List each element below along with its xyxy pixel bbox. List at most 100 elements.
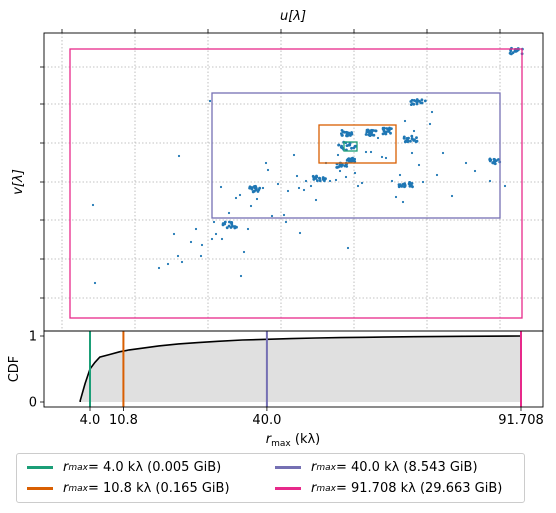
scatter-point [180,260,184,264]
scatter-point [387,129,391,132]
scatter-point [177,154,181,158]
scatter-point [298,231,302,235]
scatter-point [492,157,496,161]
legend-text: = 10.8 kλ (0.165 GiB) [87,481,230,496]
scatter-point [510,52,513,56]
scatter-point [239,274,243,278]
scatter-point [409,139,412,143]
scatter-point [353,160,357,164]
scatter-point [219,185,223,189]
scatter-point [347,133,350,137]
scatter-point [302,188,306,192]
legend-swatch [27,487,53,490]
legend-swatch [275,487,301,490]
scatter-point [397,185,401,189]
scatter-point [157,266,161,270]
scatter-point [194,227,198,231]
scatter-point [341,130,345,134]
rmax-box [69,48,523,319]
scatter-point [337,143,340,147]
scatter-point [430,110,434,114]
scatter-point [91,203,95,207]
scatter-point [338,169,342,173]
scatter-point [328,179,332,183]
legend-sub: max [68,483,88,494]
legend-sub: max [68,462,88,473]
x-tick-label: 40.0 [252,413,281,428]
legend-var: r [63,481,69,496]
scatter-point [189,240,193,244]
scatter-point [384,132,388,136]
scatter-point [231,224,234,228]
scatter-point [402,135,406,139]
scatter-point [509,49,513,53]
scatter-point [227,224,231,228]
scatter-point [338,163,342,166]
scatter-point [464,161,468,165]
uv-scatter-panel: u[λ] v[λ] [11,9,544,332]
scatter-point [503,184,507,188]
scatter-point [255,197,259,201]
legend-var: r [311,481,317,496]
scatter-point [334,178,338,182]
scatter-point [266,168,270,172]
scatter-point [347,143,351,147]
scatter-point [264,161,268,165]
scatter-point [368,134,372,138]
axes-frame [43,330,544,408]
scatter-point [341,163,344,167]
scatter-point [410,151,414,155]
legend-item-91-708: r max = 91.708 kλ (29.663 GiB) [275,481,502,496]
scatter-point [242,250,246,254]
scatter-point [348,157,352,161]
scatter-point [295,174,299,178]
legend-text: = 40.0 kλ (8.543 GiB) [335,460,478,475]
legend-var: r [63,460,69,475]
rmax-box [318,124,397,164]
scatter-point [172,232,176,236]
legend-item-4: r max = 4.0 kλ (0.005 GiB) [27,460,221,475]
scatter-point [353,144,357,148]
scatter-point [473,169,477,173]
scatter-point [366,128,370,132]
scatter-point [369,150,373,154]
scatter-point [412,102,416,106]
scatter-point [292,153,296,157]
scatter-point [344,175,348,179]
scatter-point [318,176,321,180]
scatter-point [412,138,416,142]
scatter-point [284,220,288,224]
scatter-point [210,237,214,241]
scatter-point [417,163,421,167]
cdf-panel: 0 1 4.0 10.8 40.0 91.708 CDF rmax (kλ) [7,330,544,450]
scatter-point [234,196,238,200]
scatter-point [381,126,385,130]
scatter-point [223,222,227,226]
scatter-point [93,281,97,285]
scatter-point [401,182,405,186]
scatter-point [286,189,290,193]
scatter-point [488,159,492,163]
scatter-point [220,237,224,241]
legend-swatch [275,466,301,469]
scatter-point [350,131,353,134]
scatter-point [312,177,316,181]
legend-item-10-8: r max = 10.8 kλ (0.165 GiB) [27,481,230,496]
scatter-point [254,188,258,192]
scatter-point [200,243,204,247]
scatter-point [401,200,405,204]
scatter-point [415,102,419,106]
scatter-point [315,175,319,179]
scatter-point [341,134,344,137]
scatter-point [251,190,255,194]
scatter-point [314,198,318,202]
legend-item-40: r max = 40.0 kλ (8.543 GiB) [275,460,478,475]
cdf-axis-label: CDF [7,356,22,383]
scatter-point [410,134,414,138]
rmax-box [343,141,358,152]
cdf-line [79,335,522,402]
scatter-point [441,151,445,155]
scatter-point [276,182,280,186]
scatter-point [282,213,286,217]
scatter-point [390,179,394,183]
